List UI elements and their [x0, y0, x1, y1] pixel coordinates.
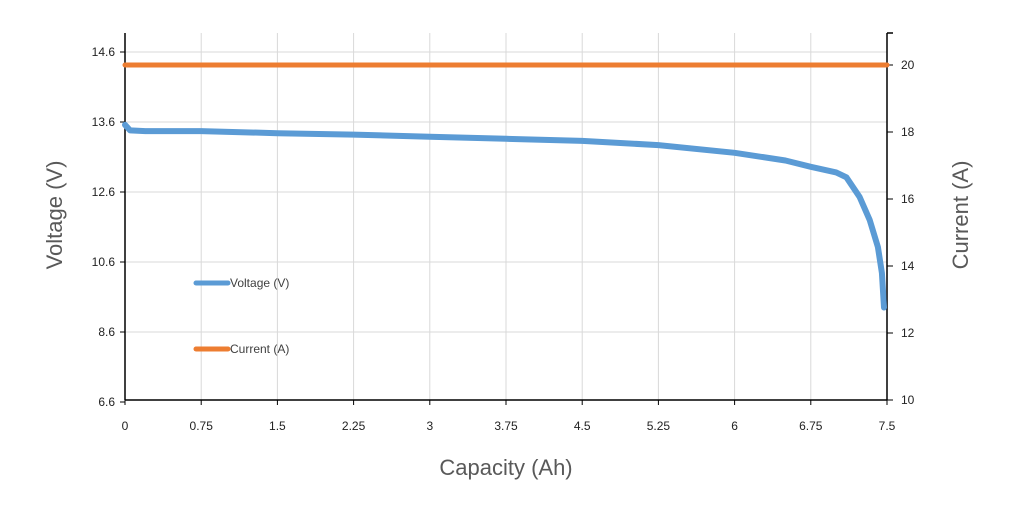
x-tick-label: 0 — [122, 419, 129, 433]
legend-label: Voltage (V) — [230, 276, 289, 290]
x-tick-label: 1.5 — [269, 419, 286, 433]
x-tick-label: 2.25 — [342, 419, 366, 433]
y-tick-label: 14.6 — [92, 45, 116, 59]
x-tick-label: 6.75 — [799, 419, 823, 433]
x-tick-label: 6 — [731, 419, 738, 433]
legend-label: Current (A) — [230, 342, 289, 356]
x-tick-label: 3.75 — [494, 419, 518, 433]
y-tick-label: 13.6 — [92, 115, 116, 129]
x-tick-label: 5.25 — [647, 419, 671, 433]
y-tick-label: 12.6 — [92, 185, 116, 199]
y2-tick-label: 10 — [901, 393, 915, 407]
x-tick-label: 0.75 — [190, 419, 214, 433]
x-tick-label: 3 — [426, 419, 433, 433]
y2-tick-label: 12 — [901, 326, 915, 340]
y-tick-label: 6.6 — [98, 395, 115, 409]
tick-labels: 0 0.75 1.5 2.25 3 3.75 4.5 5.25 6 6.75 7.5 14.6 13.6… — [92, 45, 915, 433]
x-axis-label: Capacity (Ah) — [439, 455, 572, 480]
x-tick-label: 4.5 — [574, 419, 591, 433]
y2-tick-label: 18 — [901, 125, 915, 139]
y-tick-label: 10.6 — [92, 255, 116, 269]
y-axis-label: Voltage (V) — [42, 161, 67, 270]
y2-tick-label: 20 — [901, 58, 915, 72]
legend: Voltage (V) Current (A) — [196, 276, 289, 356]
y-tick-label: 8.6 — [98, 325, 115, 339]
x-tick-label: 7.5 — [879, 419, 896, 433]
y2-tick-label: 16 — [901, 192, 915, 206]
y2-tick-label: 14 — [901, 259, 915, 273]
y2-axis-label: Current (A) — [948, 161, 973, 270]
